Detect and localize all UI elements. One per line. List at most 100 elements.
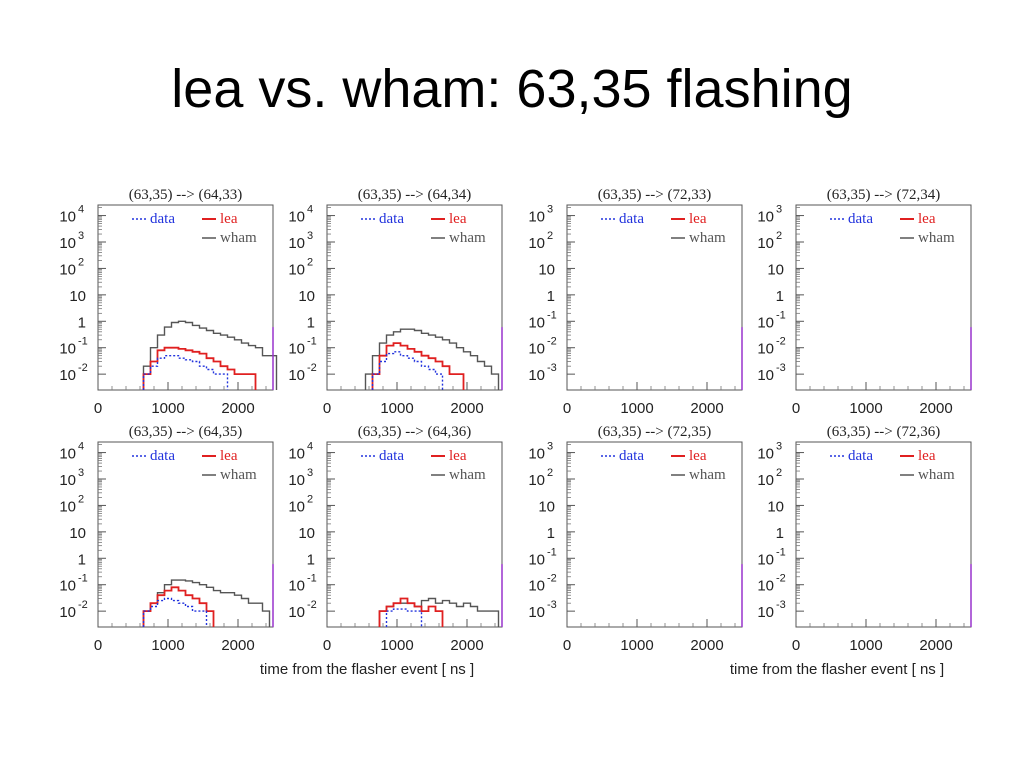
y-tick-label: 10 xyxy=(757,472,774,489)
x-axis-label-right: time from the flasher event [ ns ] xyxy=(730,661,944,678)
y-tick-exponent: -1 xyxy=(307,573,317,585)
x-tick-label: 0 xyxy=(94,637,102,654)
legend-data-label: data xyxy=(379,211,404,227)
y-tick-label: 1 xyxy=(307,314,315,331)
x-tick-label: 0 xyxy=(323,637,331,654)
y-tick-label: 10 xyxy=(528,551,545,568)
y-tick-exponent: 4 xyxy=(78,441,84,453)
y-tick-label: 10 xyxy=(59,209,76,226)
y-tick-exponent: 3 xyxy=(78,230,84,242)
y-tick-exponent: -2 xyxy=(307,599,317,611)
y-tick-label: 10 xyxy=(288,209,305,226)
y-tick-exponent: -1 xyxy=(547,546,557,558)
legend-lea-label: lea xyxy=(220,448,238,464)
plot-title: (63,35) --> (72,34) xyxy=(827,187,940,203)
y-tick-label: 1 xyxy=(78,314,86,331)
series-lea-histogram xyxy=(378,597,444,627)
y-tick-label: 10 xyxy=(69,525,86,542)
legend-wham-label: wham xyxy=(689,230,726,246)
y-tick-label: 10 xyxy=(69,288,86,305)
plot-title: (63,35) --> (64,35) xyxy=(129,424,242,440)
series-lea-histogram xyxy=(142,346,257,390)
y-tick-exponent: 2 xyxy=(547,467,553,479)
y-tick-exponent: 3 xyxy=(78,467,84,479)
y-tick-exponent: 3 xyxy=(547,204,553,216)
x-tick-label: 2000 xyxy=(450,637,483,654)
legend-data-label: data xyxy=(150,448,175,464)
y-tick-exponent: 2 xyxy=(307,256,313,268)
y-tick-label: 10 xyxy=(288,578,305,595)
y-tick-label: 1 xyxy=(547,525,555,542)
y-tick-exponent: 2 xyxy=(78,493,84,505)
y-tick-label: 10 xyxy=(528,472,545,489)
legend-data-label: data xyxy=(619,211,644,227)
y-tick-label: 1 xyxy=(307,551,315,568)
y-tick-label: 10 xyxy=(528,446,545,463)
x-tick-label: 0 xyxy=(563,637,571,654)
y-tick-label: 10 xyxy=(59,498,76,515)
x-tick-label: 0 xyxy=(94,400,102,417)
series-wham-histogram xyxy=(142,320,278,390)
x-axis-label-left: time from the flasher event [ ns ] xyxy=(260,661,474,678)
y-tick-label: 10 xyxy=(538,498,555,515)
y-tick-label: 10 xyxy=(757,235,774,252)
y-tick-exponent: -2 xyxy=(78,362,88,374)
y-tick-exponent: -1 xyxy=(776,546,786,558)
slide-title: lea vs. wham: 63,35 flashing xyxy=(171,59,853,119)
y-tick-label: 10 xyxy=(59,446,76,463)
y-tick-exponent: 3 xyxy=(547,441,553,453)
series-data-histogram xyxy=(142,355,229,390)
plot-title: (63,35) --> (72,36) xyxy=(827,424,940,440)
y-tick-label: 10 xyxy=(767,261,784,278)
y-tick-exponent: -1 xyxy=(307,336,317,348)
y-tick-label: 10 xyxy=(288,341,305,358)
legend-wham-label: wham xyxy=(449,467,486,483)
y-tick-label: 10 xyxy=(59,604,76,621)
x-tick-label: 2000 xyxy=(919,400,952,417)
y-tick-label: 10 xyxy=(288,261,305,278)
plot-title: (63,35) --> (72,35) xyxy=(598,424,711,440)
legend-data-label: data xyxy=(848,448,873,464)
x-tick-label: 0 xyxy=(792,400,800,417)
y-tick-label: 10 xyxy=(288,367,305,384)
y-tick-label: 10 xyxy=(288,472,305,489)
y-tick-label: 10 xyxy=(767,498,784,515)
x-tick-label: 0 xyxy=(323,400,331,417)
legend-lea-label: lea xyxy=(449,211,467,227)
y-tick-label: 10 xyxy=(757,341,774,358)
x-tick-label: 2000 xyxy=(221,637,254,654)
x-tick-label: 1000 xyxy=(151,637,184,654)
y-tick-label: 10 xyxy=(298,525,315,542)
y-tick-exponent: -1 xyxy=(78,336,88,348)
legend-data-label: data xyxy=(150,211,175,227)
y-tick-exponent: -3 xyxy=(776,362,786,374)
legend-lea-label: lea xyxy=(918,211,936,227)
legend-data-label: data xyxy=(619,448,644,464)
x-tick-label: 1000 xyxy=(151,400,184,417)
legend-lea-label: lea xyxy=(220,211,238,227)
legend-wham-label: wham xyxy=(918,467,955,483)
y-tick-label: 10 xyxy=(757,367,774,384)
plot-title: (63,35) --> (72,33) xyxy=(598,187,711,203)
y-tick-exponent: -1 xyxy=(78,573,88,585)
y-tick-exponent: 3 xyxy=(776,441,782,453)
legend-lea-label: lea xyxy=(689,448,707,464)
x-tick-label: 2000 xyxy=(690,400,723,417)
y-tick-label: 10 xyxy=(298,288,315,305)
x-tick-label: 1000 xyxy=(620,637,653,654)
legend-data-label: data xyxy=(379,448,404,464)
y-tick-exponent: 4 xyxy=(307,204,313,216)
y-tick-label: 1 xyxy=(78,551,86,568)
y-tick-exponent: 3 xyxy=(307,467,313,479)
y-tick-exponent: 2 xyxy=(547,230,553,242)
x-tick-label: 0 xyxy=(792,637,800,654)
x-tick-label: 2000 xyxy=(450,400,483,417)
y-tick-label: 10 xyxy=(757,314,774,331)
x-tick-label: 1000 xyxy=(380,400,413,417)
y-tick-label: 10 xyxy=(59,235,76,252)
